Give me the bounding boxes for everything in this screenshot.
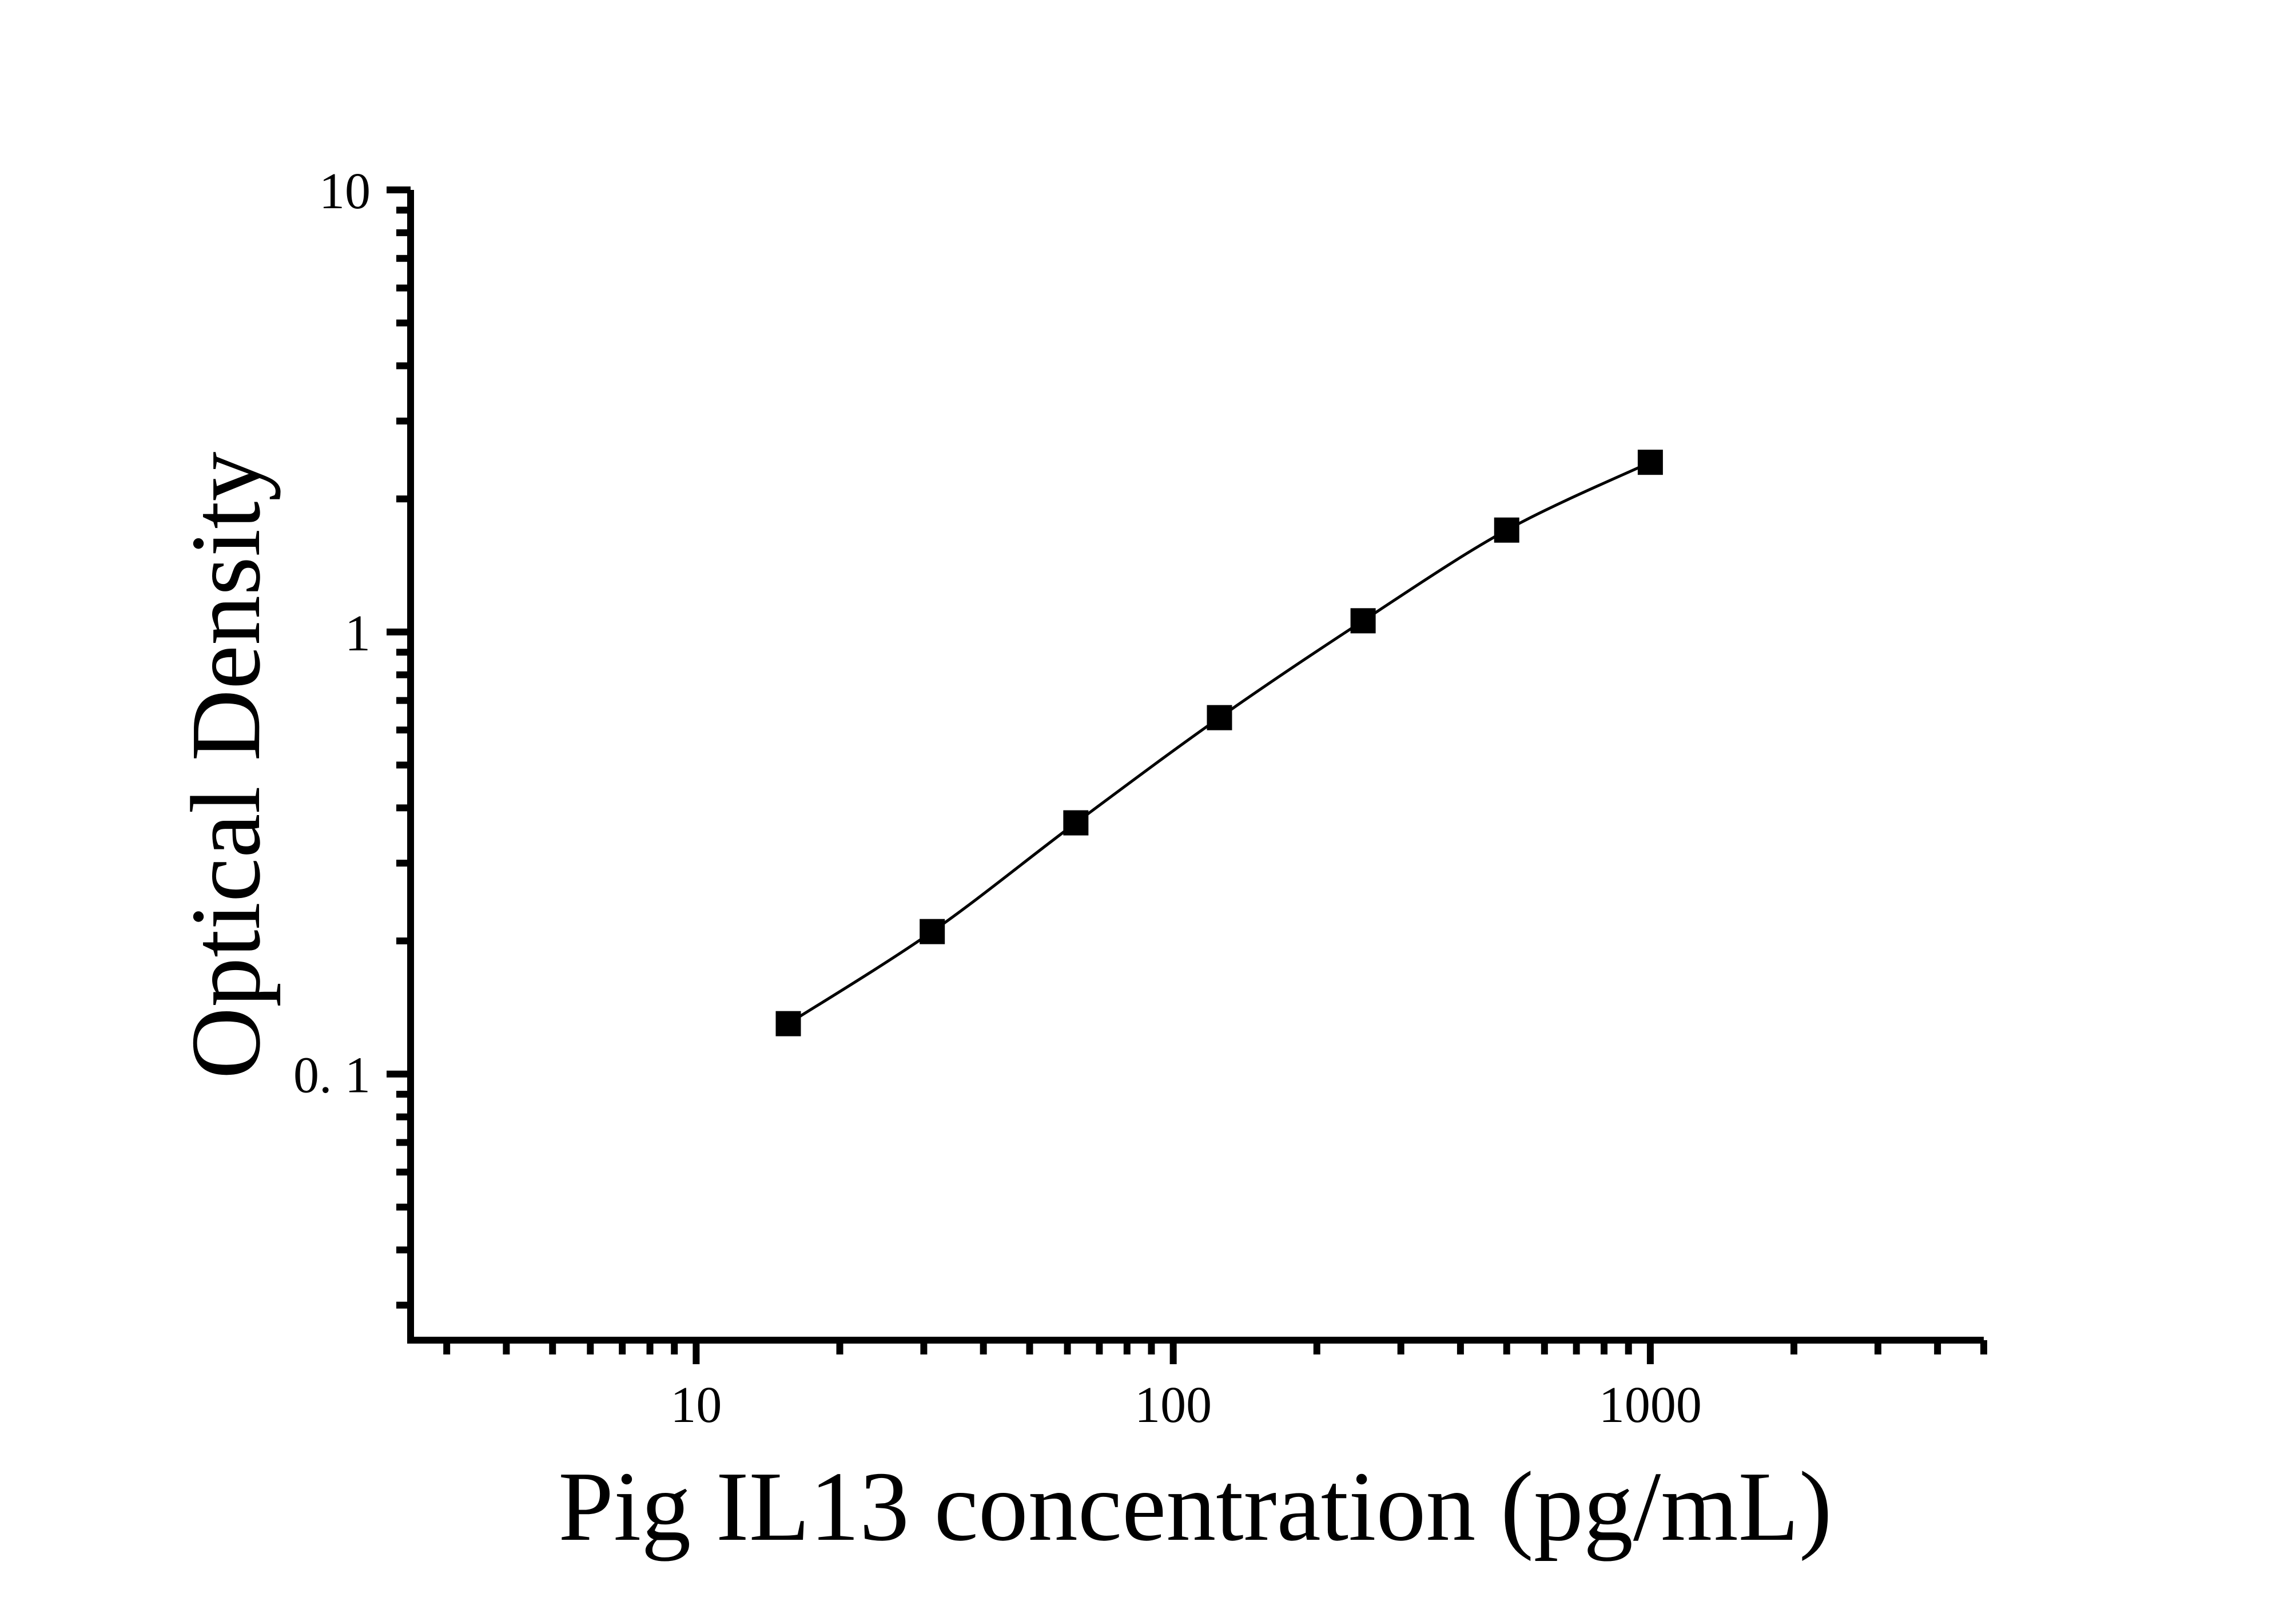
data-point-marker — [1494, 517, 1519, 543]
curve-line — [787, 460, 1651, 1025]
x-tick-label: 1000 — [1599, 1377, 1702, 1433]
axis-ticks — [387, 186, 1987, 1364]
data-point-marker — [1207, 705, 1232, 730]
y-axis-title: Optical Density — [170, 452, 281, 1079]
data-point-marker — [1063, 810, 1089, 836]
data-point-marker — [1350, 608, 1376, 634]
data-point-marker — [920, 919, 945, 944]
data-point-marker — [1637, 450, 1663, 475]
y-tick-label: 1 — [345, 605, 371, 662]
x-tick-label: 100 — [1135, 1377, 1212, 1433]
x-axis-title: Pig IL13 concentration (pg/mL) — [558, 1451, 1832, 1562]
tick-labels: 10 100 1000 0. 1 1 10 — [293, 163, 1702, 1433]
y-tick-label: 0. 1 — [293, 1047, 371, 1104]
data-point-markers — [775, 450, 1663, 1036]
y-tick-label: 10 — [319, 163, 371, 220]
x-tick-label: 10 — [670, 1377, 722, 1433]
data-point-marker — [775, 1011, 801, 1036]
